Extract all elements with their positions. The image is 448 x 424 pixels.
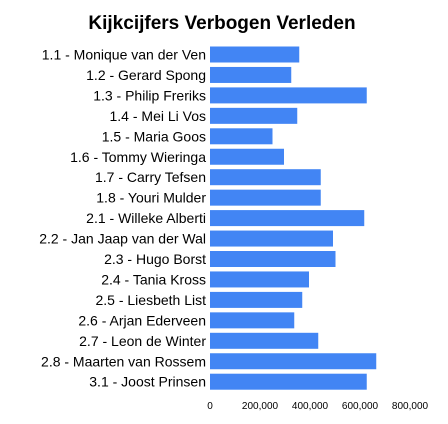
category-label: 1.5 - Maria Goos xyxy=(102,128,206,144)
category-label: 1.7 - Carry Tefsen xyxy=(95,169,206,185)
bar xyxy=(210,107,298,124)
bar xyxy=(210,312,295,329)
category-label: 1.6 - Tommy Wieringa xyxy=(70,149,206,165)
bar xyxy=(210,148,284,165)
category-label: 1.2 - Gerard Spong xyxy=(86,67,206,83)
category-label: 2.1 - Willeke Alberti xyxy=(86,210,206,226)
category-label: 2.5 - Liesbeth List xyxy=(95,292,206,308)
bar xyxy=(210,66,292,83)
bar xyxy=(210,128,273,145)
category-label: 2.6 - Arjan Ederveen xyxy=(78,312,206,328)
bar xyxy=(210,189,321,206)
category-label: 2.3 - Hugo Borst xyxy=(104,251,206,267)
category-label: 1.8 - Youri Mulder xyxy=(96,190,206,206)
plot-area: 1.1 - Monique van der Ven 1.2 - Gerard Sp… xyxy=(39,46,429,412)
category-label: 1.3 - Philip Freriks xyxy=(93,87,206,103)
chart-title: Kijkcijfers Verbogen Verleden xyxy=(88,13,355,34)
x-tick-label: 800,000 xyxy=(392,401,429,412)
bar xyxy=(210,87,367,104)
bar xyxy=(210,291,303,308)
x-tick-label: 400,000 xyxy=(292,401,329,412)
category-label: 2.4 - Tania Kross xyxy=(101,271,206,287)
bar xyxy=(210,373,367,390)
bar xyxy=(210,230,333,247)
category-label: 3.1 - Joost Prinsen xyxy=(89,374,206,390)
category-label: 2.8 - Maarten van Rossem xyxy=(41,353,206,369)
bar xyxy=(210,332,319,349)
bar xyxy=(210,271,309,288)
x-tick-label: 200,000 xyxy=(242,401,279,412)
bar xyxy=(210,210,365,227)
bar xyxy=(210,169,321,186)
bar xyxy=(210,251,336,267)
category-label: 2.7 - Leon de Winter xyxy=(79,333,206,349)
x-tick-label: 0 xyxy=(207,401,213,412)
category-label: 2.2 - Jan Jaap van der Wal xyxy=(39,231,206,247)
bar xyxy=(210,46,300,63)
category-label: 1.1 - Monique van der Ven xyxy=(42,47,206,63)
category-label: 1.4 - Mei Li Vos xyxy=(110,108,207,124)
bar xyxy=(210,353,377,370)
x-tick-label: 600,000 xyxy=(342,401,379,412)
